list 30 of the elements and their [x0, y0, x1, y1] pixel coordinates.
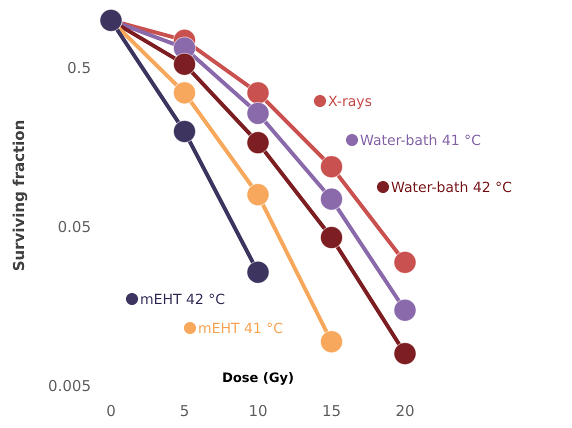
x-axis-title: Dose (Gy) [222, 371, 294, 386]
point [246, 260, 270, 284]
x-tick-label: 10 [248, 402, 268, 420]
point [246, 81, 270, 104]
y-tick-label: 0.005 [48, 377, 91, 395]
x-tick-label: 15 [322, 402, 342, 420]
point [320, 330, 343, 354]
legend-label: Water-bath 41 °C [360, 133, 482, 149]
legend-label: mEHT 42 °C [140, 292, 226, 308]
point [246, 102, 270, 125]
legend-label: mEHT 41 °C [198, 321, 284, 337]
legend-label: X-rays [328, 94, 372, 110]
point [173, 52, 196, 76]
y-tick-label: 0.5 [67, 59, 91, 78]
point [246, 183, 270, 206]
legend-label: Water-bath 42 °C [391, 180, 512, 196]
point [320, 188, 343, 211]
x-tick-label: 0 [106, 402, 116, 420]
x-tick-label: 20 [395, 402, 415, 420]
y-axis-title: Surviving fraction [10, 120, 28, 272]
point [320, 226, 343, 250]
point [173, 120, 196, 143]
point [394, 342, 416, 366]
y-tick-label: 0.05 [58, 218, 91, 236]
x-tick-label: 5 [180, 402, 190, 420]
point [173, 81, 196, 104]
point [394, 298, 416, 322]
point [246, 131, 270, 154]
point [320, 155, 343, 178]
point [394, 250, 416, 274]
